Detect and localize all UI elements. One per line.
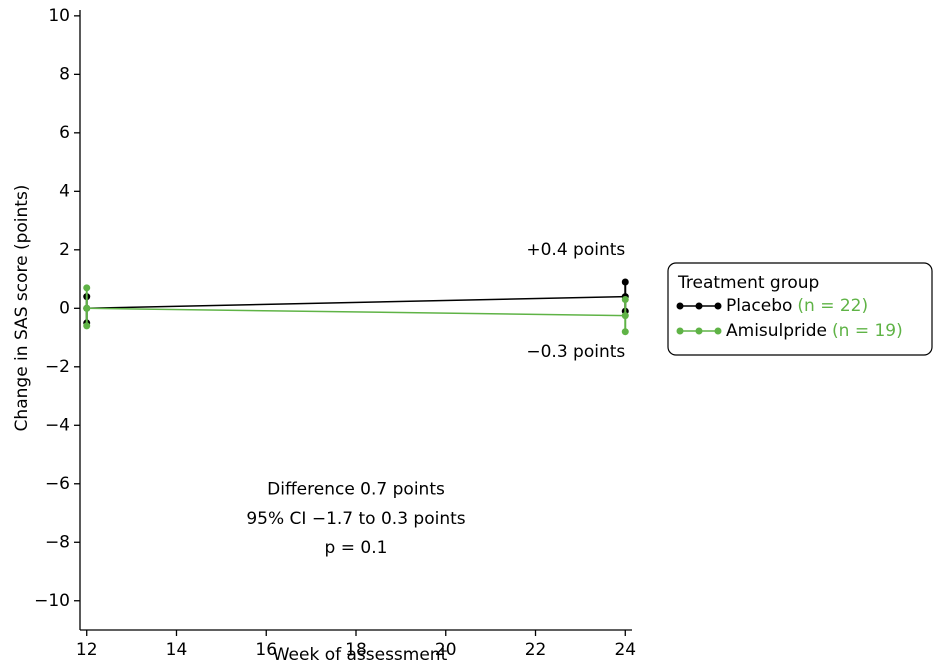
x-tick-label: 20 [435, 640, 457, 660]
legend-title: Treatment group [677, 273, 819, 293]
annotation: 95% CI −1.7 to 0.3 points [246, 509, 465, 529]
legend-label: Placebo (n = 22) [726, 296, 868, 316]
series-line [86, 307, 626, 317]
legend-label: Amisulpride (n = 19) [726, 321, 903, 341]
y-tick-label: 6 [59, 123, 70, 143]
point [83, 304, 91, 312]
x-tick-label: 18 [345, 640, 367, 660]
error-end [621, 296, 629, 304]
x-tick-label: 22 [525, 640, 547, 660]
annotation: +0.4 points [526, 240, 625, 260]
y-tick-label: 10 [48, 6, 70, 26]
y-tick-label: 2 [59, 240, 70, 260]
x-axis-label: Week of assessment [273, 645, 448, 665]
y-tick-label: −8 [45, 532, 70, 552]
y-tick-label: 8 [59, 64, 70, 84]
x-tick-label: 16 [255, 640, 277, 660]
error-end [83, 322, 91, 330]
error-end [621, 278, 629, 286]
error-end [621, 328, 629, 336]
legend-n: (n = 22) [797, 296, 868, 316]
x-tick-label: 24 [614, 640, 636, 660]
legend-marker [714, 327, 722, 335]
y-tick-label: −6 [45, 474, 70, 494]
y-tick-label: −4 [45, 415, 70, 435]
legend-marker [676, 327, 684, 335]
legend-name: Placebo [726, 296, 792, 316]
legend-n: (n = 19) [832, 321, 903, 341]
legend-marker [695, 302, 703, 310]
y-tick-label: −10 [34, 591, 70, 611]
y-tick-label: 0 [59, 298, 70, 318]
annotation: p = 0.1 [325, 538, 388, 558]
y-axis-label: Change in SAS score (points) [12, 185, 32, 432]
legend-marker [695, 327, 703, 335]
error-end [83, 284, 91, 292]
annotation: −0.3 points [526, 342, 625, 362]
y-tick-label: 4 [59, 181, 70, 201]
annotation: Difference 0.7 points [267, 480, 445, 500]
series-line [86, 295, 626, 310]
legend-marker [676, 302, 684, 310]
point [621, 312, 629, 320]
y-tick-label: −2 [45, 357, 70, 377]
legend-box [667, 262, 933, 356]
x-tick-label: 12 [76, 640, 98, 660]
legend-marker [714, 302, 722, 310]
x-tick-label: 14 [166, 640, 188, 660]
legend-name: Amisulpride [726, 321, 827, 341]
